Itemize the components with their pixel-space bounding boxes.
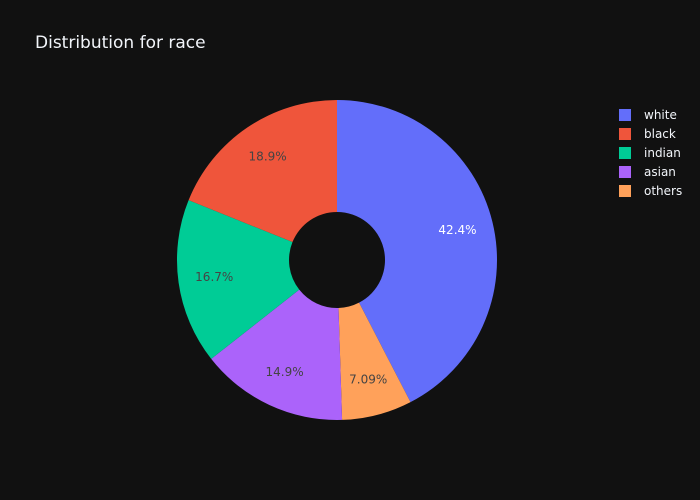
- legend-label-indian: indian: [644, 145, 681, 160]
- legend-swatch-asian: [619, 165, 631, 178]
- legend-item-others[interactable]: others: [619, 181, 699, 200]
- pie-slice-others[interactable]: [338, 302, 411, 420]
- legend-item-asian[interactable]: asian: [619, 162, 699, 181]
- legend-swatch-indian: [619, 146, 631, 159]
- slice-label-black: 18.9%: [249, 150, 287, 164]
- slice-label-indian: 16.7%: [195, 270, 233, 284]
- legend-swatch-white: [619, 108, 631, 121]
- legend: white black indian asian others: [619, 105, 699, 200]
- pie-slice-black[interactable]: [188, 100, 337, 243]
- pie-slice-white[interactable]: [337, 100, 498, 403]
- legend-swatch-others: [619, 184, 631, 197]
- slice-label-others: 7.09%: [349, 373, 387, 387]
- slice-label-white: 42.4%: [438, 223, 476, 237]
- legend-label-asian: asian: [644, 164, 676, 179]
- legend-item-black[interactable]: black: [619, 124, 699, 143]
- slice-label-asian: 14.9%: [266, 365, 304, 379]
- pie-slice-indian[interactable]: [176, 200, 300, 359]
- chart-title: Distribution for race: [35, 33, 206, 53]
- legend-item-white[interactable]: white: [619, 105, 699, 124]
- legend-item-indian[interactable]: indian: [619, 143, 699, 162]
- legend-label-white: white: [644, 107, 677, 122]
- legend-label-others: others: [644, 183, 683, 198]
- legend-swatch-black: [619, 127, 631, 140]
- pie-slice-asian[interactable]: [211, 289, 343, 420]
- legend-label-black: black: [644, 126, 676, 141]
